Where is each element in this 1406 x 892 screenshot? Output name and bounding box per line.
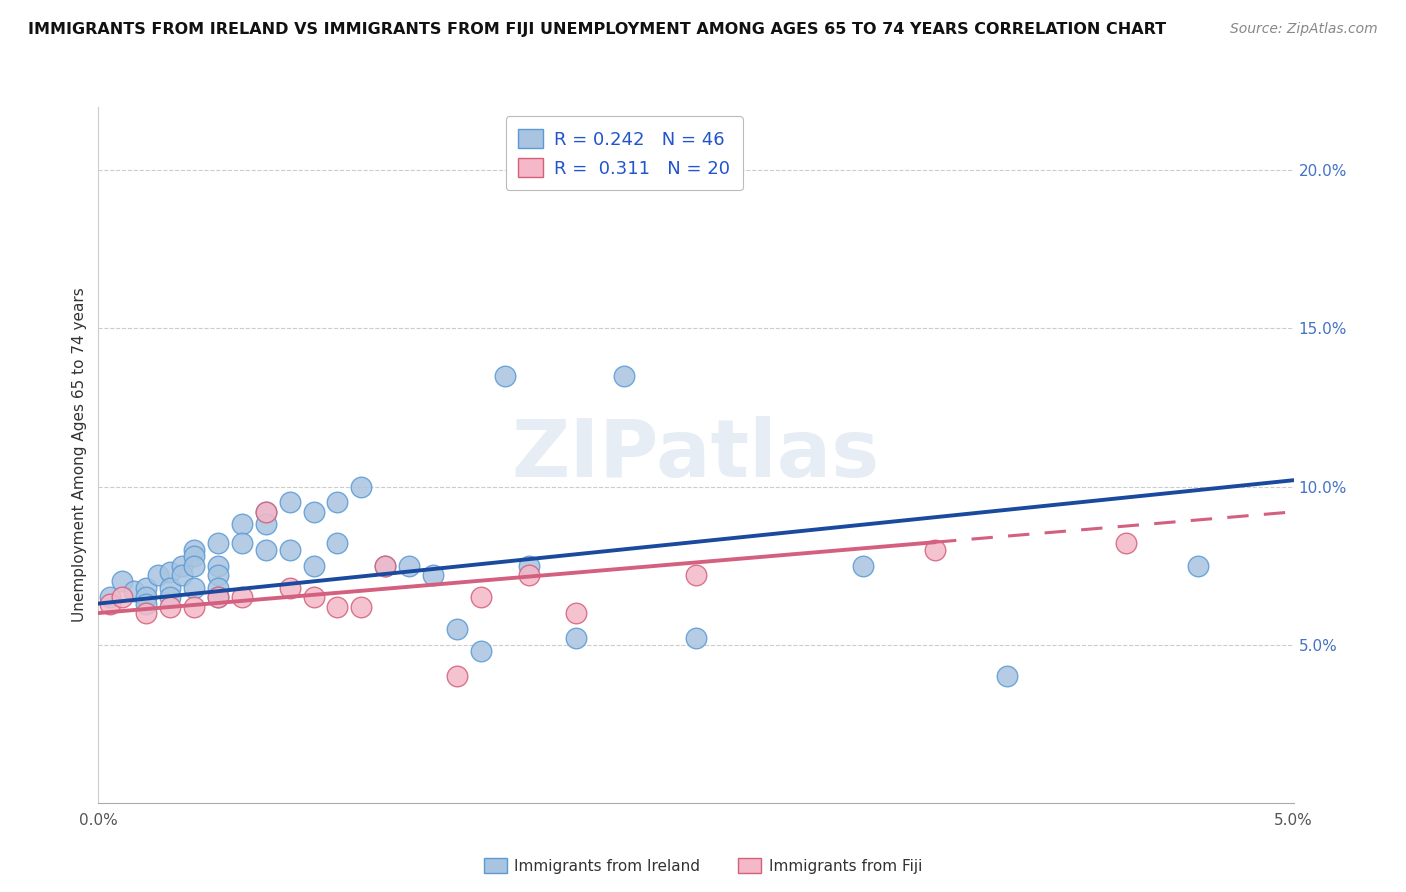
Point bbox=[1187, 558, 1209, 573]
Point bbox=[207, 568, 229, 582]
Point bbox=[207, 591, 229, 605]
Point bbox=[254, 542, 277, 557]
Point bbox=[422, 568, 444, 582]
Point bbox=[852, 558, 875, 573]
Point bbox=[374, 558, 396, 573]
Point bbox=[254, 517, 277, 532]
Point bbox=[446, 669, 468, 683]
Text: ZIPatlas: ZIPatlas bbox=[512, 416, 880, 494]
Point bbox=[100, 591, 122, 605]
Point bbox=[326, 536, 349, 550]
Point bbox=[159, 581, 181, 595]
Point bbox=[207, 558, 229, 573]
Point bbox=[183, 581, 205, 595]
Point bbox=[278, 495, 301, 509]
Point bbox=[135, 606, 157, 620]
Point bbox=[398, 558, 420, 573]
Point bbox=[231, 517, 253, 532]
Point bbox=[172, 568, 194, 582]
Point bbox=[207, 581, 229, 595]
Point bbox=[183, 549, 205, 563]
Point bbox=[183, 599, 205, 614]
Point bbox=[135, 597, 157, 611]
Point bbox=[494, 368, 516, 383]
Point bbox=[995, 669, 1018, 683]
Point bbox=[100, 597, 122, 611]
Point bbox=[374, 558, 396, 573]
Point bbox=[565, 606, 588, 620]
Point bbox=[254, 505, 277, 519]
Point bbox=[565, 632, 588, 646]
Point bbox=[159, 599, 181, 614]
Point bbox=[148, 568, 170, 582]
Point bbox=[183, 558, 205, 573]
Point bbox=[302, 558, 325, 573]
Text: Source: ZipAtlas.com: Source: ZipAtlas.com bbox=[1230, 22, 1378, 37]
Legend: Immigrants from Ireland, Immigrants from Fiji: Immigrants from Ireland, Immigrants from… bbox=[478, 852, 928, 880]
Point bbox=[517, 568, 540, 582]
Point bbox=[231, 536, 253, 550]
Point bbox=[278, 542, 301, 557]
Point bbox=[111, 591, 134, 605]
Point bbox=[326, 495, 349, 509]
Point bbox=[685, 632, 707, 646]
Y-axis label: Unemployment Among Ages 65 to 74 years: Unemployment Among Ages 65 to 74 years bbox=[72, 287, 87, 623]
Point bbox=[1115, 536, 1137, 550]
Point bbox=[350, 599, 373, 614]
Point bbox=[207, 536, 229, 550]
Text: IMMIGRANTS FROM IRELAND VS IMMIGRANTS FROM FIJI UNEMPLOYMENT AMONG AGES 65 TO 74: IMMIGRANTS FROM IRELAND VS IMMIGRANTS FR… bbox=[28, 22, 1166, 37]
Point bbox=[231, 591, 253, 605]
Point bbox=[135, 591, 157, 605]
Point bbox=[302, 505, 325, 519]
Point bbox=[159, 591, 181, 605]
Point bbox=[326, 599, 349, 614]
Point bbox=[159, 565, 181, 579]
Point bbox=[172, 558, 194, 573]
Point bbox=[135, 581, 157, 595]
Point bbox=[254, 505, 277, 519]
Point bbox=[111, 574, 134, 589]
Point bbox=[517, 558, 540, 573]
Point bbox=[685, 568, 707, 582]
Point bbox=[613, 368, 636, 383]
Point bbox=[124, 583, 146, 598]
Point bbox=[924, 542, 946, 557]
Point bbox=[278, 581, 301, 595]
Point bbox=[470, 644, 492, 658]
Point bbox=[207, 591, 229, 605]
Point bbox=[470, 591, 492, 605]
Point bbox=[350, 479, 373, 493]
Legend: R = 0.242   N = 46, R =  0.311   N = 20: R = 0.242 N = 46, R = 0.311 N = 20 bbox=[506, 116, 742, 190]
Point bbox=[183, 542, 205, 557]
Point bbox=[302, 591, 325, 605]
Point bbox=[446, 622, 468, 636]
